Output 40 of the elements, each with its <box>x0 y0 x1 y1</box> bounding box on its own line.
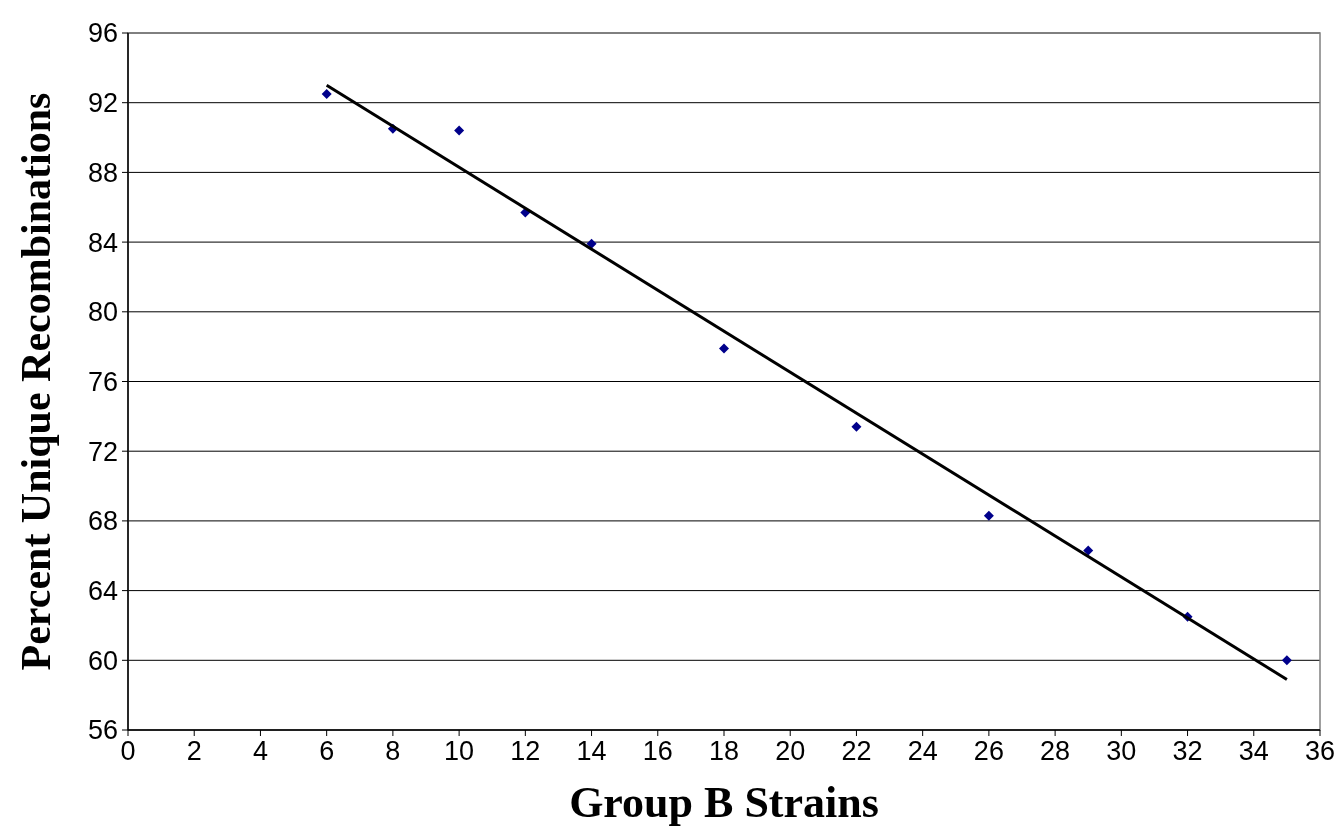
x-tick-label: 36 <box>1304 736 1336 766</box>
x-tick-label: 28 <box>1040 736 1071 766</box>
x-tick-label: 6 <box>319 736 335 766</box>
x-tick-label: 0 <box>120 736 136 766</box>
point <box>454 125 465 136</box>
y-tick-label: 96 <box>87 18 118 49</box>
y-tick-label: 80 <box>87 297 118 328</box>
x-tick-label: 2 <box>186 736 202 766</box>
y-tick-label: 60 <box>87 645 118 676</box>
x-tick-label: 12 <box>510 736 541 766</box>
point <box>983 510 994 521</box>
x-tick-label: 32 <box>1172 736 1203 766</box>
x-tick-label: 34 <box>1238 736 1269 766</box>
point <box>719 343 729 354</box>
x-tick-label: 24 <box>907 736 938 766</box>
y-tick-label: 68 <box>87 506 118 537</box>
x-tick-label: 26 <box>973 736 1004 766</box>
point <box>851 421 862 432</box>
y-tick-label: 56 <box>87 715 118 746</box>
y-tick-label: 88 <box>87 157 118 188</box>
x-tick-label: 4 <box>252 736 268 766</box>
x-tick-label: 14 <box>576 736 607 766</box>
x-tick-label: 20 <box>775 736 806 766</box>
point <box>1083 545 1094 556</box>
x-tick-label: 22 <box>841 736 872 766</box>
x-axis-title: Group B Strains <box>569 778 879 827</box>
point <box>321 88 332 99</box>
y-tick-label: 72 <box>87 436 118 467</box>
x-tick-label: 10 <box>444 736 475 766</box>
y-tick-label: 64 <box>87 576 118 607</box>
x-tick-label: 18 <box>708 736 740 766</box>
y-tick-label: 84 <box>87 227 118 258</box>
point <box>1281 655 1292 666</box>
point <box>586 238 597 249</box>
y-tick-label: 92 <box>87 88 118 119</box>
x-tick-label: 16 <box>642 736 673 766</box>
x-tick-label: 30 <box>1106 736 1137 766</box>
y-tick-label: 76 <box>87 366 118 397</box>
x-tick-label: 8 <box>385 736 401 766</box>
y-axis-title: Percent Unique Recombinations <box>13 92 59 671</box>
